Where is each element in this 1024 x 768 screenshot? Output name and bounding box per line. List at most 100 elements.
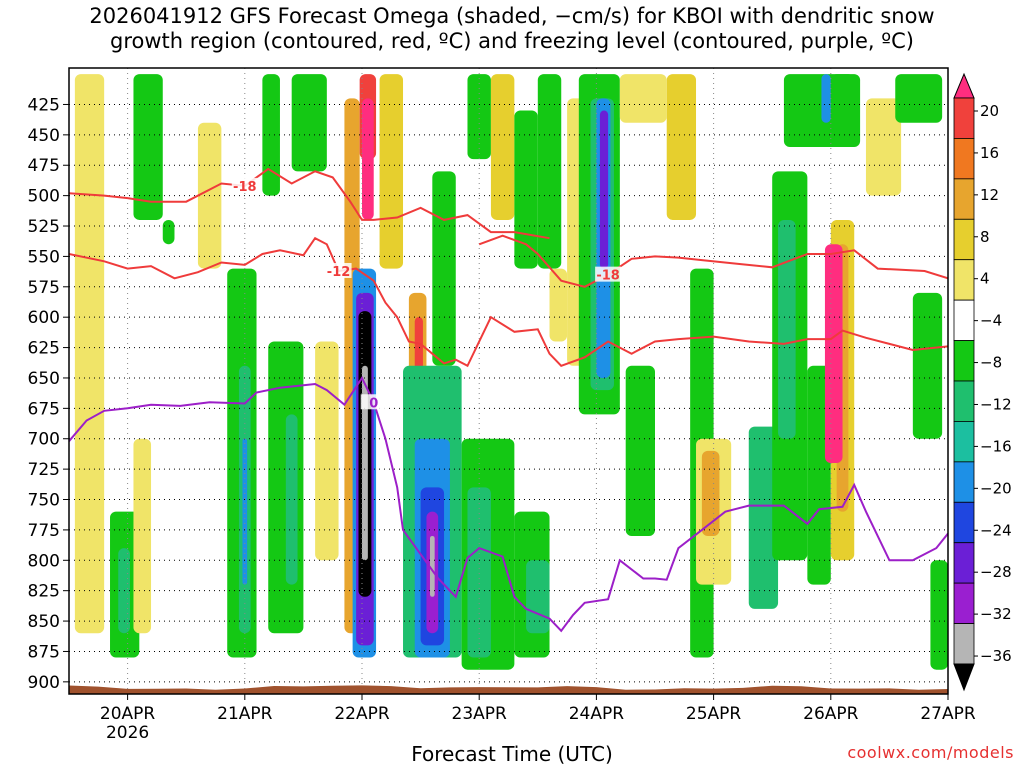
contour-label-bg — [325, 262, 352, 278]
omega-cell — [429, 535, 435, 597]
x-tick-label: 21APR — [217, 704, 273, 724]
colorbar-label: −36 — [980, 647, 1012, 665]
x-tick-label: 26APR — [803, 704, 859, 724]
x-tick-sublabel: 2026 — [106, 723, 149, 743]
contour-label-bg — [595, 266, 622, 282]
colorbar: 20 16 12 8 4 −4 −8 −12 −16 −20 −24 −28 −32 −36 — [953, 72, 1012, 692]
plot-frame — [68, 67, 949, 695]
omega-cell — [526, 560, 550, 634]
y-tick-label: 650 — [28, 369, 60, 389]
omega-cell — [133, 74, 163, 220]
y-tick-label: 900 — [28, 673, 60, 693]
colorbar-bottom-arrow — [953, 663, 975, 692]
colorbar-label: −32 — [980, 605, 1012, 623]
colorbar-segment — [953, 138, 975, 180]
omega-cell — [599, 110, 609, 269]
omega-cell — [467, 487, 491, 658]
omega-cell — [467, 74, 491, 160]
contour-layer: -18 -12 -18 0 — [69, 167, 948, 633]
colorbar-segment — [953, 501, 975, 544]
colorbar-label: 16 — [980, 144, 999, 162]
omega-cell — [432, 171, 456, 366]
contour-label-bg — [360, 394, 387, 410]
omega-cell — [625, 365, 655, 536]
x-tick-label: 20APR — [100, 704, 156, 724]
colorbar-label: −24 — [980, 521, 1012, 539]
colorbar-segment — [953, 218, 975, 261]
dgz-contour-line — [69, 236, 948, 368]
colorbar-segment — [953, 178, 975, 220]
colorbar-segment — [953, 97, 975, 139]
omega-cell — [514, 110, 538, 269]
colorbar-label: 20 — [980, 102, 999, 120]
omega-cell — [748, 426, 779, 609]
y-tick-label: 850 — [28, 612, 60, 632]
contour-label: -18 — [233, 180, 257, 195]
y-tick-label: 550 — [28, 247, 60, 267]
omega-cell — [701, 450, 720, 536]
x-tick-label: 24APR — [569, 704, 625, 724]
colorbar-label: −12 — [980, 395, 1012, 413]
y-tick-label: 825 — [28, 582, 60, 602]
colorbar-segment — [953, 340, 975, 382]
contour-label: -18 — [596, 269, 620, 284]
omega-cell — [778, 219, 796, 439]
chart-title-line-1: 2026041912 GFS Forecast Omega (shaded, −… — [89, 4, 935, 28]
omega-cell — [133, 438, 152, 634]
colorbar-label: −20 — [980, 479, 1012, 497]
colorbar-label: 12 — [980, 186, 999, 204]
dgz-contour-line — [69, 167, 550, 240]
x-tick-label: 25APR — [686, 704, 742, 724]
y-tick-label: 700 — [28, 430, 60, 450]
omega-cell — [315, 341, 339, 561]
omega-cell — [912, 292, 943, 439]
omega-cell — [291, 74, 327, 172]
terrain-fill — [69, 685, 948, 694]
omega-cell — [824, 244, 843, 464]
colorbar-label: −28 — [980, 563, 1012, 581]
y-axis: 425 450 475 500 525 550 575 600 625 650 675 700 725 7… — [28, 95, 69, 693]
omega-cell — [930, 560, 948, 670]
y-tick-label: 750 — [28, 491, 60, 511]
omega-cell — [74, 74, 105, 634]
colorbar-label: −4 — [980, 312, 1002, 330]
contour-label-bg — [231, 177, 258, 193]
omega-cell — [162, 219, 175, 245]
y-tick-label: 600 — [28, 308, 60, 328]
y-tick-label: 475 — [28, 156, 60, 176]
y-tick-label: 525 — [28, 217, 60, 237]
y-tick-label: 425 — [28, 95, 60, 115]
credit-text[interactable]: coolwx.com/models — [847, 743, 1014, 762]
x-tick-label: 22APR — [334, 704, 390, 724]
omega-cell — [242, 438, 248, 585]
y-tick-label: 875 — [28, 642, 60, 662]
y-tick-label: 625 — [28, 339, 60, 359]
y-tick-label: 575 — [28, 278, 60, 298]
omega-cell — [619, 74, 667, 123]
omega-cell — [895, 74, 943, 123]
contour-label: -12 — [327, 265, 351, 280]
colorbar-segment — [953, 582, 975, 624]
omega-cell — [490, 74, 515, 220]
y-tick-label: 500 — [28, 187, 60, 207]
colorbar-segment — [953, 259, 975, 301]
omega-cell — [666, 74, 697, 220]
omega-cell — [362, 365, 368, 561]
omega-cell — [549, 268, 568, 342]
freezing-level-line — [69, 375, 948, 633]
colorbar-segment — [953, 542, 975, 584]
omega-cell — [865, 98, 902, 196]
colorbar-label: −16 — [980, 437, 1012, 455]
y-tick-label: 450 — [28, 126, 60, 146]
omega-cell — [362, 98, 374, 220]
x-tick-label: 23APR — [452, 704, 508, 724]
x-axis-title: Forecast Time (UTC) — [411, 742, 613, 766]
chart-title-line-2: growth region (contoured, red, ºC) and f… — [110, 29, 914, 53]
contour-label: 0 — [369, 396, 378, 411]
colorbar-label: −8 — [980, 354, 1002, 372]
x-tick-label: 27APR — [920, 704, 976, 724]
omega-cell — [537, 74, 562, 269]
colorbar-top-arrow — [953, 72, 975, 99]
